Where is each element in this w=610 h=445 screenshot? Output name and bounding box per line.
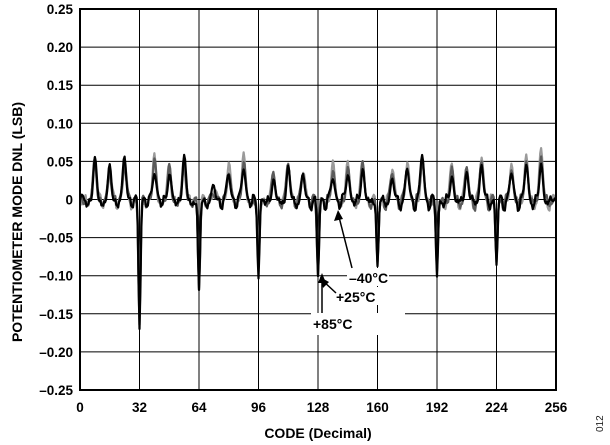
y-tick-label: –0.05 xyxy=(39,231,73,246)
x-tick-label: 192 xyxy=(426,400,449,415)
plot-frame xyxy=(79,8,557,391)
y-tick-label: 0.10 xyxy=(47,116,73,131)
x-tick-label: 128 xyxy=(307,400,330,415)
y-tick-label: –0.25 xyxy=(39,383,73,398)
annotation-box-25c xyxy=(334,287,384,305)
y-tick-label: –0.10 xyxy=(39,269,73,284)
series-layer xyxy=(78,146,558,331)
y-tick-label: 0.25 xyxy=(47,2,74,17)
y-axis-title: POTENTIOMETER MODE DNL (LSB) xyxy=(9,102,25,342)
x-tick-labels: 0 32 64 96 128 160 192 224 256 xyxy=(76,400,568,415)
annotations: –40°C +25°C +85°C xyxy=(311,210,405,335)
x-tick-label: 96 xyxy=(251,400,267,415)
y-tick-label: 0 xyxy=(65,193,73,208)
x-tick-label: 224 xyxy=(485,400,508,415)
annotation-label-40c: –40°C xyxy=(349,270,388,286)
x-tick-label: 0 xyxy=(76,400,84,415)
x-tick-label: 256 xyxy=(545,400,568,415)
x-tick-label: 32 xyxy=(132,400,147,415)
y-tick-label: –0.15 xyxy=(39,307,73,322)
x-tick-label: 64 xyxy=(191,400,207,415)
series-line-0 xyxy=(78,153,557,331)
y-tick-label: 0.20 xyxy=(47,40,73,55)
x-tick-label: 160 xyxy=(366,400,389,415)
figure-number: 012 xyxy=(595,415,606,432)
annotation-arrowhead-40c xyxy=(334,210,343,221)
annotation-arrowhead-85c xyxy=(318,273,326,283)
y-tick-label: –0.20 xyxy=(39,345,73,360)
annotation-box-85c xyxy=(311,313,405,335)
annotation-label-25c: +25°C xyxy=(336,289,375,305)
annotation-box-40c xyxy=(347,268,389,286)
y-tick-label: 0.15 xyxy=(47,78,74,93)
x-axis-title: CODE (Decimal) xyxy=(264,425,371,441)
annotation-arrow-40c xyxy=(337,212,353,269)
y-tick-label: 0.05 xyxy=(47,154,74,169)
annotation-label-85c: +85°C xyxy=(313,316,352,332)
y-tick-labels: 0.25 0.20 0.15 0.10 0.05 0 –0.05 –0.10 –0.15 –0.2… xyxy=(39,2,73,398)
